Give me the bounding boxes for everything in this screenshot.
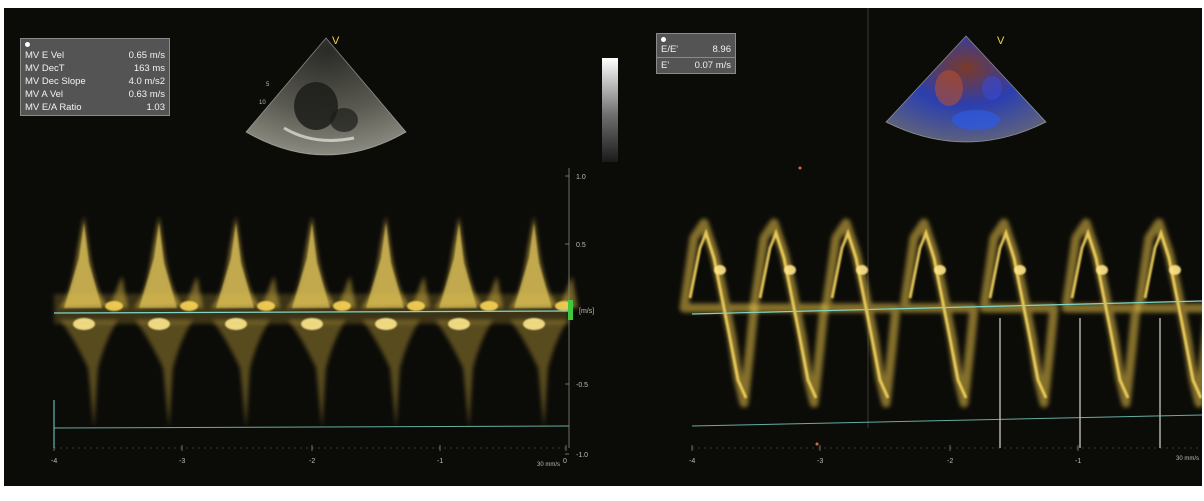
- time-axis-left: -4 -3 -2 -1 0 30 mm/s: [51, 445, 569, 468]
- measurement-label: MV DecT: [25, 63, 65, 74]
- measurement-label: MV E Vel: [25, 50, 65, 61]
- grayscale-bar: [602, 58, 618, 162]
- time-scale-left: 30 mm/s: [537, 462, 560, 468]
- box-handle-icon[interactable]: [661, 37, 666, 42]
- measurement-row: MV DecT 163 ms: [25, 62, 165, 75]
- doppler-beat: [286, 216, 356, 428]
- measurement-label: MV A Vel: [25, 89, 64, 100]
- time-tick-label: -1: [1075, 458, 1081, 465]
- cursor-marker-icon[interactable]: [815, 442, 819, 446]
- time-tick-label: -1: [437, 458, 443, 465]
- measurement-row: MV Dec Slope 4.0 m/s2: [25, 75, 165, 88]
- svg-text:10: 10: [259, 100, 266, 106]
- tissue-doppler-panel: V -4 -3 -2 -1 30 mm/s E/E' 8.96 E: [604, 8, 1202, 486]
- tissue-doppler-beat: [899, 218, 979, 408]
- sector-marker: V: [332, 35, 340, 47]
- time-tick-label: -2: [947, 458, 953, 465]
- ee-ratio-row: E/E' 8.96: [661, 43, 731, 56]
- measurement-row: MV E Vel 0.65 m/s: [25, 49, 165, 62]
- time-scale-right: 30 mm/s: [1176, 456, 1199, 462]
- eprime-box[interactable]: E' 0.07 m/s: [656, 57, 736, 74]
- measurement-value: 0.65 m/s: [128, 50, 165, 61]
- time-tick-label: 0: [563, 458, 567, 465]
- time-tick-label: -4: [51, 458, 57, 465]
- tissue-baseline: [691, 300, 1202, 315]
- measurement-value: 163 ms: [133, 63, 165, 74]
- box-handle-icon[interactable]: [25, 42, 30, 47]
- echo-2d-sector: V 5 10: [245, 35, 407, 156]
- velocity-axis: 1.0 0.5 -0.5 -1.0 [m/s]: [565, 168, 594, 459]
- tissue-doppler-beat: [749, 218, 829, 408]
- time-axis-right: -4 -3 -2 -1 30 mm/s: [689, 445, 1202, 465]
- eprime-value: 0.07 m/s: [694, 60, 731, 71]
- time-tick-label: -3: [817, 458, 823, 465]
- measurement-label: MV Dec Slope: [25, 76, 86, 87]
- right-doppler-canvas: V -4 -3 -2 -1 30 mm/s: [679, 8, 1202, 465]
- mitral-measurements-box[interactable]: MV E Vel 0.65 m/s MV DecT 163 ms MV Dec Slop…: [20, 38, 170, 116]
- mitral-inflow-doppler-panel: V 5 10 1.0 0.5 -0.5 -1.0 [m/s] -4 -3 -2 -1 0 30…: [4, 8, 618, 486]
- measurement-value: 0.63 m/s: [128, 89, 165, 100]
- velocity-tick-label: -0.5: [576, 382, 588, 389]
- tissue-doppler-beat: [1061, 218, 1141, 408]
- eprime-label: E': [661, 60, 670, 71]
- svg-text:5: 5: [266, 82, 270, 88]
- ultrasound-screen: V 5 10 1.0 0.5 -0.5 -1.0 [m/s] -4 -3 -2 -1 0 30…: [4, 8, 1202, 486]
- ee-ratio-value: 8.96: [712, 44, 732, 55]
- lower-baseline: [53, 425, 570, 429]
- time-tick-label: -4: [689, 458, 695, 465]
- measurement-row: MV E/A Ratio 1.03: [25, 101, 165, 114]
- tissue-doppler-beat: [979, 218, 1059, 408]
- left-doppler-spectrum: [54, 216, 578, 428]
- baseline-marker[interactable]: [568, 300, 573, 320]
- eprime-row: E' 0.07 m/s: [661, 59, 731, 72]
- tissue-lower-baseline: [691, 414, 1202, 427]
- color-doppler-sector: V: [885, 35, 1047, 143]
- tissue-doppler-beat: [679, 218, 759, 408]
- velocity-tick-label: 1.0: [576, 174, 586, 181]
- sector-marker-right: V: [997, 35, 1005, 47]
- velocity-baseline: [53, 310, 570, 314]
- measurement-value: 4.0 m/s2: [128, 76, 165, 87]
- cursor-marker-icon[interactable]: [798, 166, 802, 170]
- tissue-doppler-beat: [821, 218, 901, 408]
- measurement-value: 1.03: [146, 102, 166, 113]
- measurement-row: MV A Vel 0.63 m/s: [25, 88, 165, 101]
- velocity-tick-label: 0.5: [576, 242, 586, 249]
- time-tick-label: -2: [309, 458, 315, 465]
- velocity-unit: [m/s]: [579, 308, 594, 315]
- tissue-doppler-spectrum: [679, 218, 1202, 448]
- doppler-beat: [508, 216, 578, 428]
- tissue-doppler-beat: [1134, 218, 1202, 408]
- velocity-tick-label: -1.0: [576, 452, 588, 459]
- left-doppler-canvas: V 5 10 1.0 0.5 -0.5 -1.0 [m/s] -4 -3 -2 -1 0 30…: [51, 35, 594, 468]
- measurement-label: MV E/A Ratio: [25, 102, 82, 113]
- time-tick-label: -3: [179, 458, 185, 465]
- ee-ratio-box[interactable]: E/E' 8.96: [656, 33, 736, 58]
- ee-ratio-label: E/E': [661, 44, 679, 55]
